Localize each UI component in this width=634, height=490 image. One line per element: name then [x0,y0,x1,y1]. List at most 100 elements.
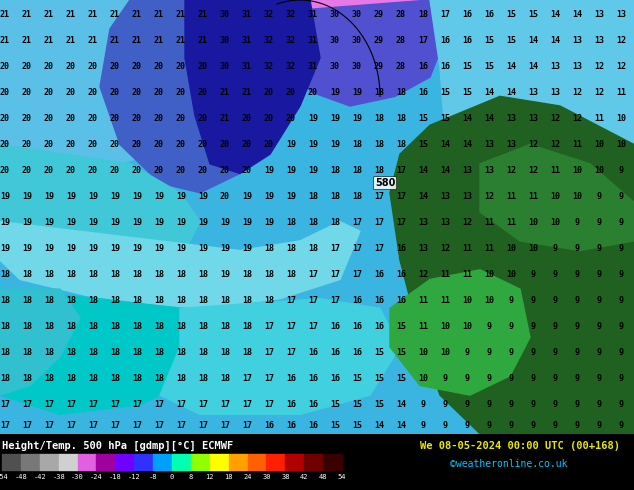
Polygon shape [480,145,634,250]
Text: 17: 17 [220,400,230,409]
Text: 17: 17 [66,421,76,430]
Text: 14: 14 [550,10,560,19]
Text: 18: 18 [198,270,208,279]
Text: 17: 17 [374,244,384,253]
Text: 17: 17 [242,400,252,409]
Text: 17: 17 [154,400,164,409]
Text: 9: 9 [552,348,557,357]
Text: 30: 30 [262,474,271,480]
Text: 18: 18 [44,270,54,279]
Text: -12: -12 [128,474,141,480]
Text: 17: 17 [66,400,76,409]
Text: -42: -42 [34,474,46,480]
Text: -48: -48 [15,474,27,480]
Text: 14: 14 [572,10,582,19]
Text: 9: 9 [486,400,491,409]
Polygon shape [100,0,240,193]
Text: 10: 10 [506,244,516,253]
Text: 11: 11 [616,88,626,97]
Text: 14: 14 [506,62,516,71]
Text: 18: 18 [110,374,120,383]
Text: 17: 17 [110,421,120,430]
Text: 17: 17 [330,244,340,253]
Text: 19: 19 [110,244,120,253]
Text: 18: 18 [308,192,318,201]
Bar [266,454,285,470]
Text: 16: 16 [462,10,472,19]
Text: 19: 19 [22,192,32,201]
Text: 19: 19 [264,166,274,175]
Text: 16: 16 [418,62,428,71]
Text: 20: 20 [132,114,142,123]
Text: 20: 20 [220,140,230,149]
Text: 20: 20 [242,166,252,175]
Text: 17: 17 [176,421,186,430]
Text: 13: 13 [594,10,604,19]
Text: 20: 20 [198,140,208,149]
Text: 13: 13 [484,166,494,175]
Text: 15: 15 [484,62,494,71]
Text: 54: 54 [338,474,346,480]
Text: 18: 18 [308,244,318,253]
Text: 21: 21 [176,10,186,19]
Text: 14: 14 [462,140,472,149]
Text: 9: 9 [443,421,448,430]
Text: 18: 18 [66,348,76,357]
Text: 19: 19 [88,244,98,253]
Text: 18: 18 [0,270,10,279]
Text: 11: 11 [440,270,450,279]
Text: 19: 19 [66,218,76,227]
Text: 17: 17 [396,166,406,175]
Text: 19: 19 [44,244,54,253]
Text: 17: 17 [198,400,208,409]
Text: 10: 10 [550,218,560,227]
Text: 17: 17 [44,421,54,430]
Text: 9: 9 [597,400,602,409]
Text: 10: 10 [594,140,604,149]
Text: 9: 9 [552,296,557,305]
Text: 9: 9 [597,421,602,430]
Text: 13: 13 [484,140,494,149]
Text: 16: 16 [286,400,296,409]
Text: 13: 13 [594,36,604,45]
Text: 20: 20 [264,114,274,123]
Polygon shape [390,270,530,395]
Text: 20: 20 [132,62,142,71]
Text: 12: 12 [484,192,494,201]
Text: 18: 18 [22,270,32,279]
Text: 19: 19 [176,218,186,227]
Text: 20: 20 [220,166,230,175]
Polygon shape [0,289,220,415]
Text: 30: 30 [330,10,340,19]
Text: 9: 9 [619,270,623,279]
Text: 21: 21 [88,36,98,45]
Polygon shape [0,0,210,164]
Text: 18: 18 [242,348,252,357]
Text: 19: 19 [264,218,274,227]
Text: 9: 9 [597,218,602,227]
Text: 21: 21 [88,10,98,19]
Text: 21: 21 [198,36,208,45]
Text: 19: 19 [330,114,340,123]
Text: 20: 20 [242,114,252,123]
Text: 12: 12 [572,114,582,123]
Text: 19: 19 [0,244,10,253]
Text: 18: 18 [0,374,10,383]
Text: 10: 10 [440,348,450,357]
Text: 11: 11 [506,192,516,201]
Text: 12: 12 [440,244,450,253]
Text: -18: -18 [109,474,122,480]
Text: 20: 20 [198,62,208,71]
Text: 11: 11 [572,140,582,149]
Text: 18: 18 [308,218,318,227]
Text: 9: 9 [486,374,491,383]
Text: 15: 15 [418,114,428,123]
Text: 17: 17 [0,421,10,430]
Text: 12: 12 [594,88,604,97]
Bar [59,454,77,470]
Bar [40,454,59,470]
Text: 9: 9 [552,400,557,409]
Text: 19: 19 [308,140,318,149]
Text: 18: 18 [374,88,384,97]
Text: 17: 17 [22,400,32,409]
